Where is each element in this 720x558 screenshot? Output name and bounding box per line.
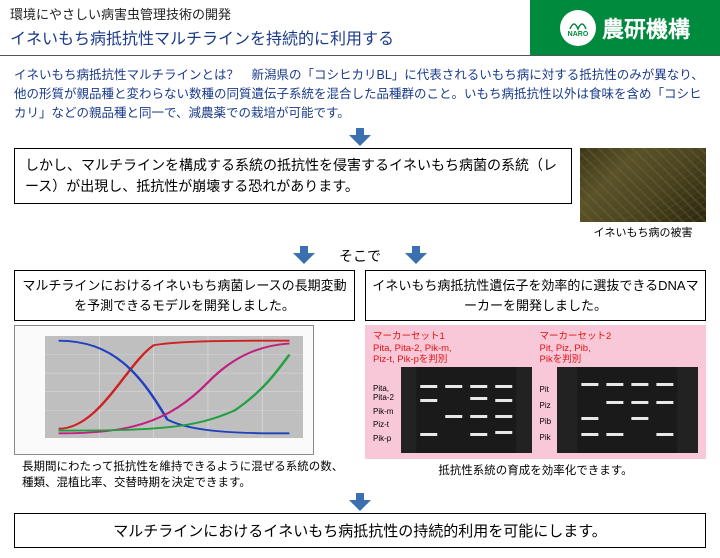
- arrow-down-icon: [289, 246, 319, 264]
- gel1-row-labels: Pita, Pita-2 Pik-m Piz-t Pik-p: [373, 367, 401, 453]
- gel-set-1: マーカーセット1 Pita, Pita-2, Pik-m, Piz-t, Pik…: [373, 331, 532, 453]
- page-title: イネいもち病抵抗性マルチラインを持続的に利用する: [10, 25, 520, 49]
- disease-photo: [580, 148, 706, 222]
- arrow-down-icon: [345, 128, 375, 146]
- body: イネいもち病抵抗性マルチラインとは？ 新潟県の「コシヒカリBL」に代表されるいも…: [0, 56, 720, 558]
- photo-column: イネいもち病の被害: [580, 148, 706, 240]
- org-name: 農研機構: [602, 12, 690, 44]
- left-column: マルチラインにおけるイネいもち病菌レースの長期変動を予測できるモデルを開発しまし…: [14, 270, 355, 491]
- right-caption: 抵抗性系統の育成を効率化できます。: [365, 463, 706, 479]
- gel-image-2: [557, 367, 698, 453]
- gel-panel: マーカーセット1 Pita, Pita-2, Pik-m, Piz-t, Pik…: [365, 325, 706, 459]
- arrow-final: [14, 493, 706, 511]
- warning-row: しかし、マルチラインを構成する系統の抵抗性を侵害するイネいもち病菌の系統（レース…: [14, 148, 706, 240]
- arrow-1: [14, 128, 706, 146]
- header-logo-area: NARO 農研機構: [530, 0, 720, 55]
- right-method-box: イネいもち病抵抗性遺伝子を効率的に選抜できるDNAマーカーを開発しました。: [365, 270, 706, 321]
- intro-text: イネいもち病抵抗性マルチラインとは？ 新潟県の「コシヒカリBL」に代表されるいも…: [14, 66, 706, 122]
- gel-set-2: マーカーセット2 Pit, Piz, Pib, Pikを判別 Pit Piz P…: [540, 331, 699, 453]
- bridge-text: そこで: [339, 246, 381, 266]
- left-caption: 長期間にわたって抵抗性を維持できるように混ぜる系統の数、種類、混植比率、交替時期…: [14, 459, 355, 491]
- gel-set1-title: マーカーセット1 Pita, Pita-2, Pik-m, Piz-t, Pik…: [373, 331, 532, 365]
- header-left: 環境にやさしい病害虫管理技術の開発 イネいもち病抵抗性マルチラインを持続的に利用…: [0, 0, 530, 55]
- naro-logo-icon: NARO: [560, 10, 596, 46]
- bridge-row: そこで: [14, 242, 706, 268]
- gel2-row-labels: Pit Piz Pib Pik: [540, 367, 558, 453]
- final-box: マルチラインにおけるイネいもち病抵抗性の持続的利用を可能にします。: [14, 513, 706, 548]
- gel2-svg: [557, 367, 698, 453]
- header: 環境にやさしい病害虫管理技術の開発 イネいもち病抵抗性マルチラインを持続的に利用…: [0, 0, 720, 56]
- arrow-down-icon: [401, 246, 431, 264]
- methods-row: マルチラインにおけるイネいもち病菌レースの長期変動を予測できるモデルを開発しまし…: [14, 270, 706, 491]
- arrow-down-icon: [345, 493, 375, 511]
- model-chart-area: 長期間にわたって抵抗性を維持できるように混ぜる系統の数、種類、混植比率、交替時期…: [14, 325, 355, 491]
- left-method-box: マルチラインにおけるイネいもち病菌レースの長期変動を予測できるモデルを開発しまし…: [14, 270, 355, 321]
- model-chart: [14, 325, 314, 455]
- gel-image-1: [401, 367, 532, 453]
- right-column: イネいもち病抵抗性遺伝子を効率的に選抜できるDNAマーカーを開発しました。 マー…: [365, 270, 706, 491]
- warning-box: しかし、マルチラインを構成する系統の抵抗性を侵害するイネいもち病菌の系統（レース…: [14, 148, 572, 204]
- logo-text: NARO: [568, 31, 589, 38]
- category-label: 環境にやさしい病害虫管理技術の開発: [10, 4, 520, 23]
- photo-caption: イネいもち病の被害: [580, 224, 706, 240]
- model-chart-svg: [45, 336, 303, 438]
- gel-set2-title: マーカーセット2 Pit, Piz, Pib, Pikを判別: [540, 331, 699, 365]
- gel1-svg: [401, 367, 532, 453]
